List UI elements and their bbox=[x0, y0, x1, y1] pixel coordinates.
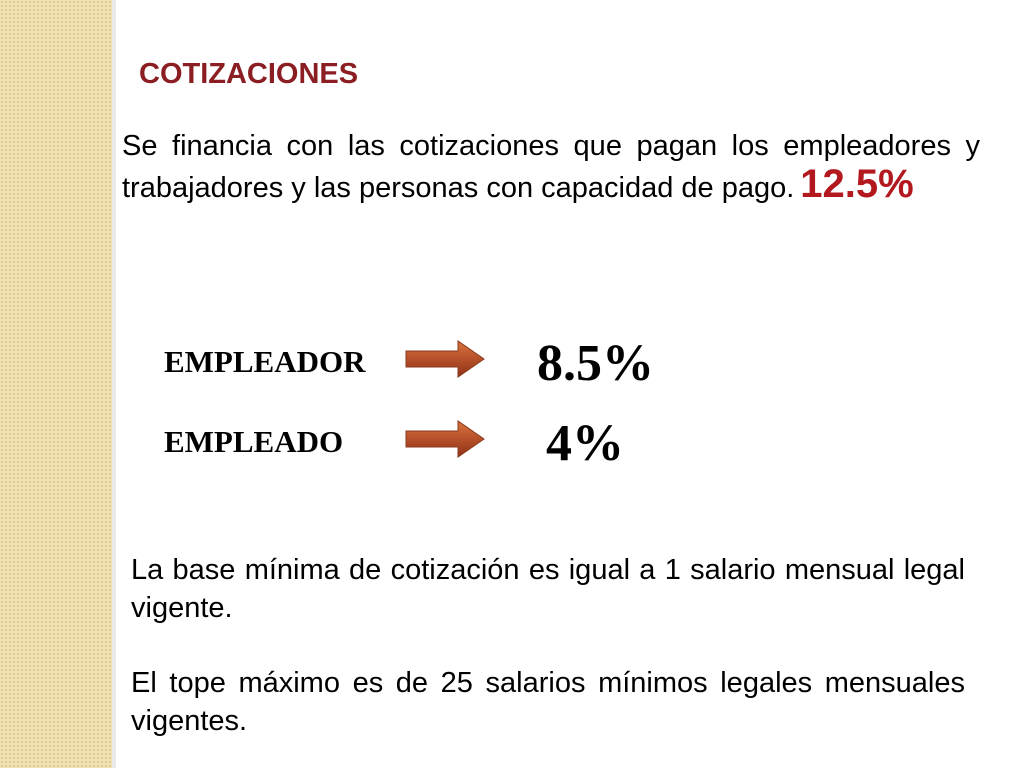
intro-paragraph: Se financia con las cotizaciones que pag… bbox=[122, 127, 980, 207]
base-paragraph: La base mínima de cotización es igual a … bbox=[131, 554, 965, 624]
decorative-side-band bbox=[0, 0, 112, 768]
employer-label: EMPLEADOR bbox=[164, 344, 366, 379]
side-band-edge bbox=[112, 0, 116, 768]
employee-rate: 4% bbox=[546, 415, 624, 472]
cap-paragraph: El tope máximo es de 25 salarios mínimos… bbox=[131, 667, 965, 737]
total-rate: 12.5% bbox=[800, 162, 914, 206]
slide-title: COTIZACIONES bbox=[139, 58, 359, 90]
arrow-right-icon bbox=[405, 420, 485, 458]
employee-label: EMPLEADO bbox=[164, 424, 344, 459]
arrow-right-icon bbox=[405, 340, 485, 378]
employer-rate: 8.5% bbox=[537, 335, 654, 392]
intro-text: Se financia con las cotizaciones que pag… bbox=[122, 130, 980, 204]
